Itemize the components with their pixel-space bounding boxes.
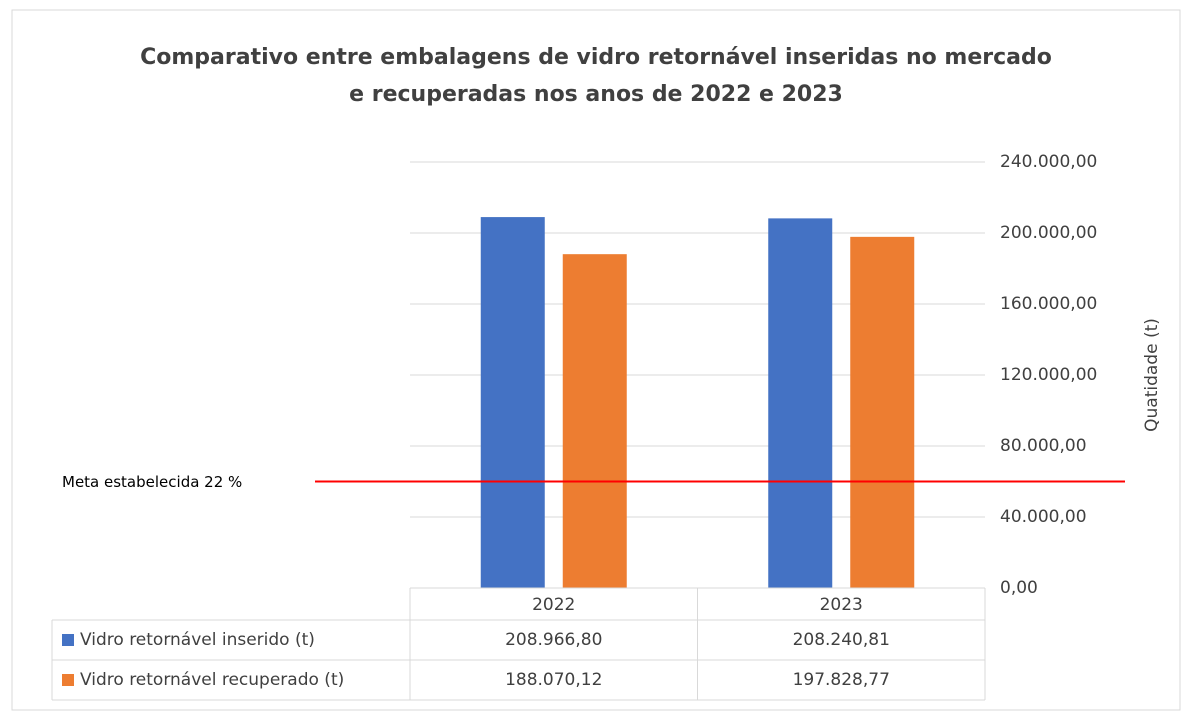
bar: [850, 236, 915, 588]
reference-label: Meta estabelecida 22 %: [62, 473, 242, 491]
chart-title: e recuperadas nos anos de 2022 e 2023: [349, 82, 843, 107]
table-value: 197.828,77: [793, 670, 890, 690]
y-tick-label: 40.000,00: [1000, 507, 1087, 527]
bar: [768, 218, 833, 588]
bar: [480, 217, 545, 588]
table-value: 208.240,81: [793, 630, 890, 650]
legend-swatch: [62, 634, 74, 646]
bar: [562, 254, 627, 588]
y-tick-label: 240.000,00: [1000, 152, 1097, 172]
y-tick-label: 160.000,00: [1000, 294, 1097, 314]
legend-label: Vidro retornável recuperado (t): [80, 670, 344, 690]
legend-swatch: [62, 674, 74, 686]
chart-title: Comparativo entre embalagens de vidro re…: [140, 45, 1052, 70]
legend-label: Vidro retornável inserido (t): [80, 630, 315, 650]
y-tick-label: 120.000,00: [1000, 365, 1097, 385]
y-axis-label: Quatidade (t): [1142, 318, 1162, 432]
y-tick-label: 200.000,00: [1000, 223, 1097, 243]
x-tick-label: 2023: [820, 595, 863, 615]
x-tick-label: 2022: [532, 595, 575, 615]
y-tick-label: 80.000,00: [1000, 436, 1087, 456]
table-value: 188.070,12: [505, 670, 602, 690]
y-tick-label: 0,00: [1000, 578, 1038, 598]
table-value: 208.966,80: [505, 630, 602, 650]
